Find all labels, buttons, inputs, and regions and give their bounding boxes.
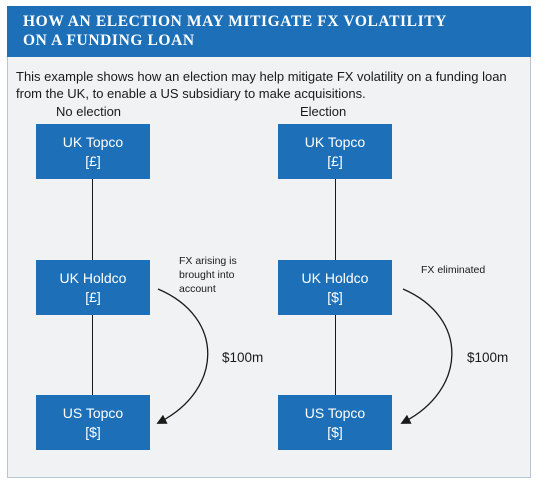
entity-name: UK Topco	[304, 133, 366, 150]
fx-note-election: FX eliminated	[421, 263, 485, 277]
uk-holdco-box-election: UK Holdco [$]	[278, 260, 392, 315]
entity-currency: [£]	[327, 152, 343, 169]
loan-arrow-no-election	[156, 288, 209, 424]
entity-currency: [£]	[85, 288, 101, 305]
us-topco-box-no-election: US Topco [$]	[36, 395, 150, 450]
us-topco-box-election: US Topco [$]	[278, 395, 392, 450]
loan-arrow-election	[400, 288, 453, 424]
entity-name: US Topco	[304, 404, 366, 421]
note-line: account	[179, 283, 216, 295]
loan-amount-no-election: $100m	[222, 350, 264, 365]
column-label-no-election: No election	[56, 104, 122, 119]
title-line-2: ON A FUNDING LOAN	[23, 32, 195, 49]
entity-name: UK Topco	[62, 133, 124, 150]
note-line: brought into	[179, 269, 235, 281]
title-line-1: HOW AN ELECTION MAY MITIGATE FX VOLATILI…	[23, 13, 447, 30]
entity-currency: [$]	[327, 288, 343, 305]
entity-currency: [£]	[85, 152, 101, 169]
note-line: FX arising is	[179, 255, 237, 267]
entity-name: UK Holdco	[301, 269, 369, 286]
uk-holdco-box-no-election: UK Holdco [£]	[36, 260, 150, 315]
loan-amount-election: $100m	[467, 350, 509, 365]
entity-currency: [$]	[327, 423, 343, 440]
note-line: FX eliminated	[421, 264, 486, 276]
uk-topco-box-election: UK Topco [£]	[278, 124, 392, 179]
fx-note-no-election: FX arising is brought into account	[179, 254, 237, 296]
entity-name: UK Holdco	[59, 269, 127, 286]
column-label-election: Election	[300, 104, 347, 119]
title-bar: HOW AN ELECTION MAY MITIGATE FX VOLATILI…	[7, 6, 531, 57]
entity-name: US Topco	[62, 404, 124, 421]
entity-currency: [$]	[85, 423, 101, 440]
intro-text: This example shows how an election may h…	[16, 69, 507, 101]
uk-topco-box-no-election: UK Topco [£]	[36, 124, 150, 179]
